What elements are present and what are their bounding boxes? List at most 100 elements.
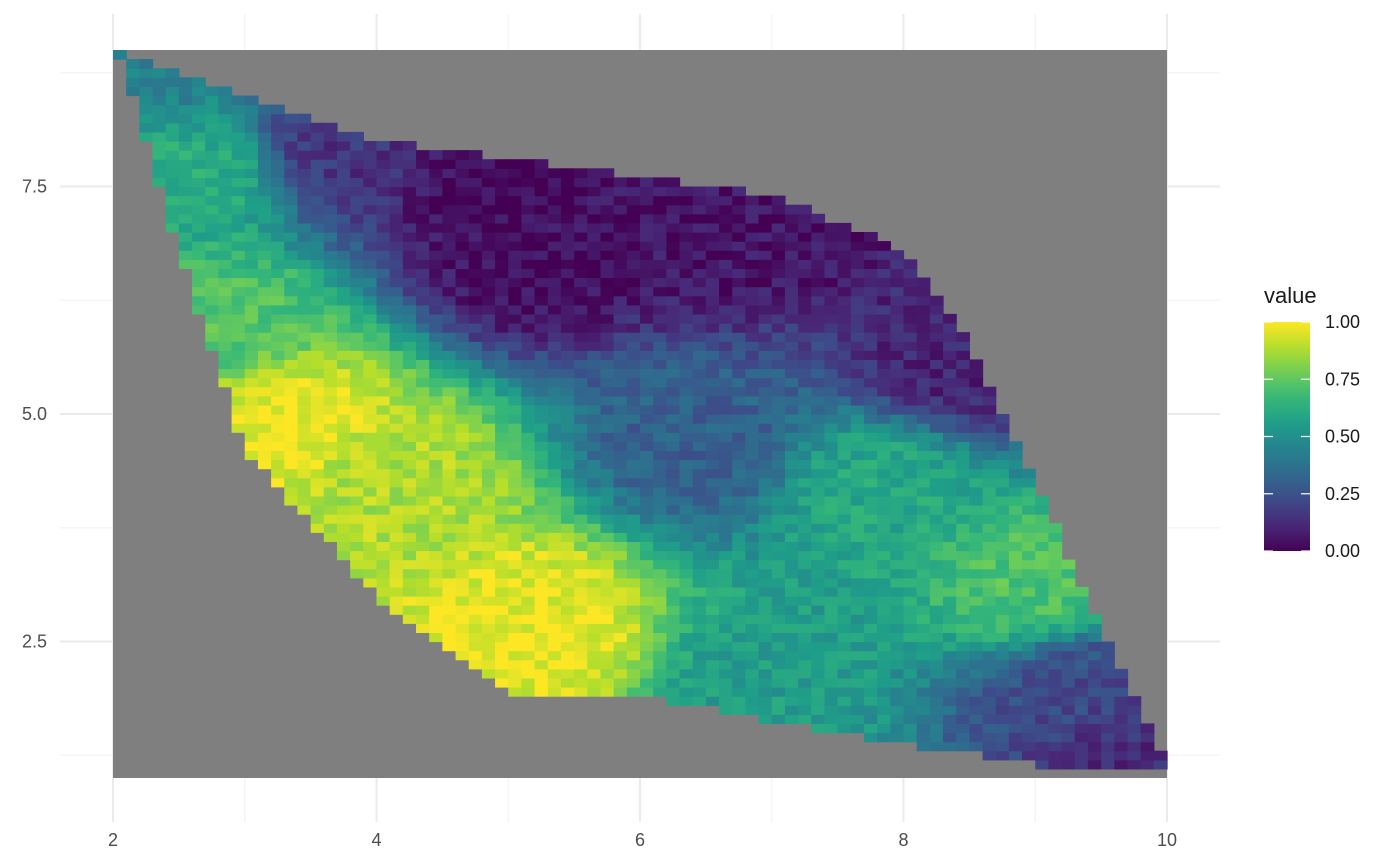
heatmap-cell: [719, 705, 733, 715]
heatmap-cell: [692, 577, 707, 588]
heatmap-cell: [1022, 696, 1036, 706]
heatmap-cell: [824, 368, 839, 379]
heatmap-cell: [560, 677, 575, 688]
heatmap-cell: [613, 414, 628, 424]
heatmap-cell: [574, 414, 588, 424]
heatmap-cell: [1048, 614, 1063, 624]
heatmap-cell: [389, 541, 404, 552]
heatmap-cell: [336, 177, 351, 188]
heatmap-cell: [508, 277, 523, 288]
heatmap-cell: [1061, 668, 1076, 679]
heatmap-cell: [837, 277, 852, 288]
heatmap-cell: [626, 514, 641, 524]
heatmap-cell: [903, 486, 918, 497]
heatmap-cell: [455, 268, 470, 279]
heatmap-cell: [653, 586, 667, 597]
heatmap-cell: [271, 414, 285, 424]
heatmap-cell: [244, 423, 259, 433]
heatmap-cell: [640, 295, 654, 306]
heatmap-cell: [771, 313, 786, 324]
heatmap-cell: [837, 486, 852, 497]
heatmap-cell: [455, 359, 470, 370]
heatmap-cell: [363, 350, 378, 360]
heatmap-cell: [811, 386, 826, 397]
heatmap-cell: [534, 359, 549, 370]
heatmap-cell: [600, 459, 615, 470]
heatmap-cell: [732, 659, 746, 670]
heatmap-cell: [1035, 532, 1050, 542]
heatmap-cell: [640, 332, 654, 342]
heatmap-cell: [863, 259, 878, 269]
heatmap-cell: [376, 241, 391, 251]
heatmap-cell: [626, 222, 641, 233]
heatmap-cell: [323, 404, 338, 415]
heatmap-cell: [890, 668, 905, 679]
heatmap-cell: [995, 486, 1010, 497]
heatmap-cell: [244, 168, 259, 178]
heatmap-cell: [692, 605, 707, 615]
heatmap-cell: [389, 141, 404, 151]
heatmap-cell: [429, 441, 443, 451]
heatmap-cell: [468, 505, 483, 515]
heatmap-cell: [350, 459, 364, 470]
heatmap-cell: [771, 432, 786, 442]
heatmap-cell: [429, 414, 443, 424]
heatmap-cell: [732, 213, 746, 224]
heatmap-cell: [481, 232, 496, 242]
heatmap-cell: [495, 222, 509, 233]
heatmap-cell: [943, 687, 957, 697]
heatmap-cell: [231, 395, 246, 406]
heatmap-cell: [890, 596, 905, 606]
heatmap-cell: [336, 404, 351, 415]
heatmap-cell: [903, 605, 918, 615]
heatmap-cell: [534, 304, 549, 315]
heatmap-cell: [468, 650, 483, 661]
heatmap-cell: [429, 313, 443, 324]
heatmap-cell: [626, 323, 641, 333]
heatmap-cell: [587, 523, 602, 533]
heatmap-cell: [916, 741, 931, 752]
heatmap-cell: [560, 350, 575, 360]
heatmap-cell: [653, 386, 667, 397]
heatmap-cell: [560, 168, 575, 178]
heatmap-cell: [416, 541, 430, 552]
heatmap-cell: [442, 541, 457, 552]
heatmap-cell: [495, 295, 509, 306]
heatmap-cell: [1087, 696, 1102, 706]
heatmap-cell: [429, 332, 443, 342]
heatmap-cell: [521, 350, 536, 360]
heatmap-cell: [758, 459, 773, 470]
heatmap-cell: [284, 195, 299, 206]
heatmap-cell: [416, 168, 430, 178]
heatmap-cell: [442, 386, 457, 397]
heatmap-cell: [719, 668, 733, 679]
heatmap-cell: [534, 577, 549, 588]
heatmap-cell: [442, 414, 457, 424]
heatmap-cell: [784, 241, 799, 251]
heatmap-cell: [1035, 687, 1050, 697]
heatmap-cell: [1087, 732, 1102, 743]
heatmap-cell: [139, 131, 154, 142]
heatmap-cell: [376, 505, 391, 515]
heatmap-cell: [271, 332, 285, 342]
heatmap-cell: [613, 659, 628, 670]
heatmap-cell: [402, 213, 417, 224]
heatmap-cell: [969, 741, 984, 752]
heatmap-cell: [890, 486, 905, 497]
heatmap-cell: [666, 423, 681, 433]
heatmap-cell: [943, 450, 957, 461]
heatmap-cell: [481, 623, 496, 633]
heatmap-cell: [1035, 677, 1050, 688]
heatmap-cell: [903, 659, 918, 670]
heatmap-cell: [692, 596, 707, 606]
heatmap-cell: [376, 432, 391, 442]
heatmap-cell: [521, 232, 536, 242]
heatmap-cell: [205, 304, 220, 315]
heatmap-cell: [508, 559, 523, 570]
heatmap-cell: [956, 623, 970, 633]
heatmap-cell: [495, 486, 509, 497]
heatmap-cell: [521, 222, 536, 233]
heatmap-cell: [1140, 732, 1155, 743]
heatmap-cell: [982, 441, 997, 451]
heatmap-cell: [890, 404, 905, 415]
